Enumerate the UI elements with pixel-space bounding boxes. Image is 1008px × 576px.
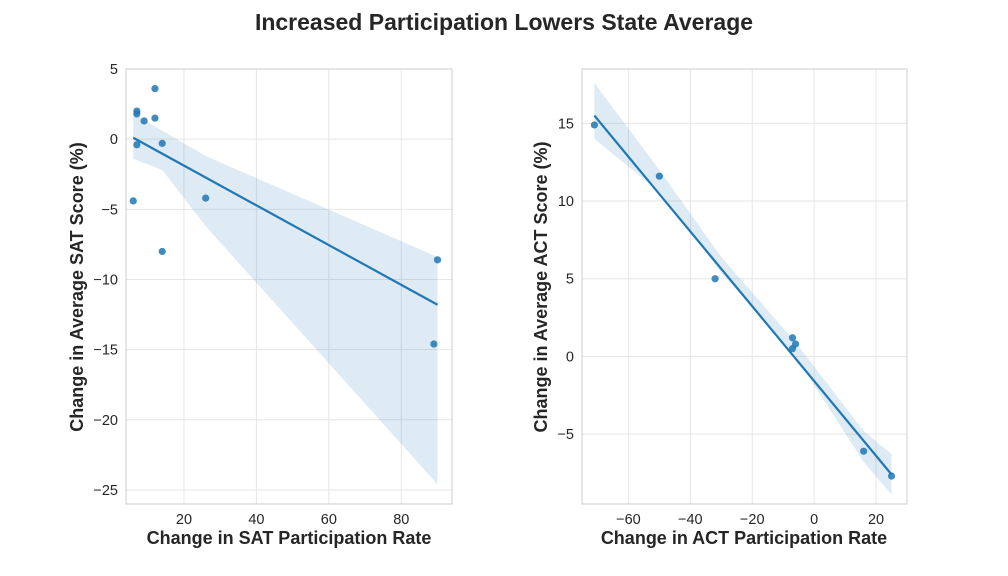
- sat-data-point: [158, 139, 166, 147]
- act-x-ticks: −60 −40 −20 0 20: [616, 512, 884, 528]
- act-fit-line: [593, 114, 893, 476]
- sat-data-point: [158, 247, 166, 256]
- sat-points: [129, 85, 442, 348]
- sat-x-tick-label: 60: [321, 512, 337, 528]
- sat-regression-line: [132, 136, 439, 306]
- sat-data-point: [202, 194, 210, 202]
- act-y-tick-label: 10: [558, 194, 574, 210]
- sat-data-point: [430, 340, 438, 348]
- act-points: [590, 121, 896, 480]
- sat-data-point: [133, 141, 141, 149]
- sat-y-tick-label: 0: [110, 132, 118, 148]
- act-y-axis-label: Change in Average ACT Score (%): [531, 141, 551, 432]
- sat-plot-frame: [125, 68, 453, 505]
- act-subplot: −60 −40 −20 0 20 15 10 5 0 −5 Change in ACT Part…: [531, 68, 908, 548]
- act-data-point: [711, 275, 719, 283]
- act-confidence-band: [594, 82, 892, 495]
- sat-y-tick-label: −5: [101, 202, 118, 218]
- act-data-point: [887, 472, 896, 480]
- sat-data-point: [433, 256, 442, 264]
- act-data-point: [655, 172, 663, 180]
- sat-x-tick-label: 40: [248, 512, 264, 528]
- figure-title: Increased Participation Lowers State Ave…: [255, 9, 753, 35]
- sat-data-point: [151, 114, 159, 122]
- sat-ci-band: [133, 113, 438, 485]
- act-y-tick-label: −5: [557, 427, 574, 443]
- sat-y-tick-label: 5: [110, 62, 118, 78]
- sat-y-tick-label: −10: [93, 272, 118, 288]
- sat-data-point: [151, 85, 159, 93]
- act-y-ticks: 15 10 5 0 −5: [557, 116, 574, 443]
- sat-data-point: [133, 110, 141, 118]
- sat-x-tick-label: 20: [176, 512, 192, 528]
- sat-confidence-band: [133, 113, 438, 485]
- sat-x-tick-label: 80: [393, 512, 409, 528]
- act-x-tick-label: −20: [740, 512, 765, 528]
- act-x-tick-label: 0: [810, 512, 818, 528]
- sat-data-point: [140, 117, 148, 125]
- act-x-tick-label: 20: [868, 512, 884, 528]
- act-x-tick-label: −40: [678, 512, 703, 528]
- act-x-axis-label: Change in ACT Participation Rate: [601, 528, 887, 548]
- act-y-tick-label: 0: [566, 349, 574, 365]
- act-data-point: [860, 447, 868, 455]
- sat-x-axis-label: Change in SAT Participation Rate: [147, 528, 432, 548]
- sat-y-tick-label: −15: [93, 343, 118, 359]
- act-ci-band: [594, 82, 892, 495]
- act-y-tick-label: 5: [566, 272, 574, 288]
- act-data-point: [788, 334, 797, 342]
- act-y-tick-label: 15: [558, 116, 574, 132]
- sat-data-point: [129, 197, 137, 205]
- sat-x-ticks: 20 40 60 80: [176, 512, 409, 528]
- act-regression-line: [593, 114, 893, 476]
- sat-y-ticks: 5 0 −5 −10 −15 −20 −25: [93, 62, 118, 499]
- act-grid: [582, 69, 907, 504]
- sat-fit-line: [132, 136, 439, 306]
- sat-y-tick-label: −20: [93, 413, 118, 429]
- act-plot-frame: [581, 68, 908, 505]
- sat-subplot: 20 40 60 80 5 0 −5 −10 −15 −20 −25 Change in SAT …: [67, 62, 453, 548]
- act-data-point: [590, 121, 598, 129]
- act-data-point: [788, 345, 797, 353]
- act-x-tick-label: −60: [616, 512, 641, 528]
- sat-y-tick-label: −25: [93, 483, 118, 499]
- sat-y-axis-label: Change in Average SAT Score (%): [67, 142, 87, 431]
